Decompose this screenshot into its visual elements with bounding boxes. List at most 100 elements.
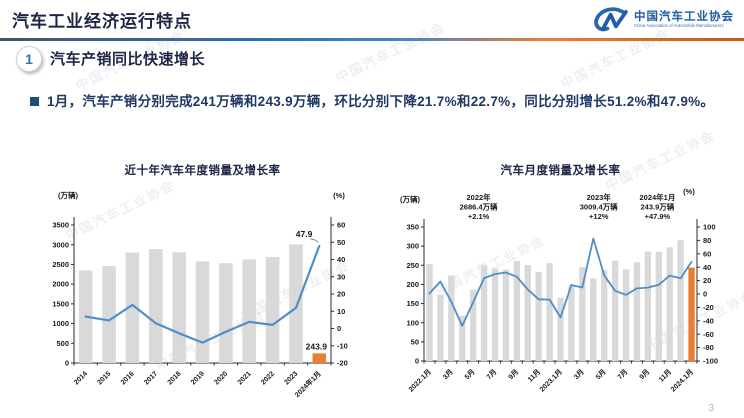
svg-text:2015: 2015 xyxy=(96,370,112,386)
bar xyxy=(557,297,564,361)
bar xyxy=(644,251,652,361)
bar xyxy=(524,265,531,361)
svg-text:-80: -80 xyxy=(703,343,714,352)
bar xyxy=(677,240,684,361)
svg-text:100: 100 xyxy=(406,318,419,327)
svg-text:3月: 3月 xyxy=(441,368,454,381)
bar xyxy=(459,315,466,361)
bar xyxy=(535,271,542,361)
svg-text:9月: 9月 xyxy=(638,368,651,381)
bar xyxy=(195,261,210,363)
bars xyxy=(426,240,695,361)
annotation: 2023年 3009.4万辆+12% xyxy=(580,192,618,221)
bar xyxy=(172,252,186,363)
svg-text:-20: -20 xyxy=(703,303,714,312)
svg-text:30: 30 xyxy=(337,272,345,281)
svg-text:2017: 2017 xyxy=(143,370,159,386)
svg-text:1500: 1500 xyxy=(52,299,69,308)
annual-chart-svg: 近十年汽车年度销量及增长率 (万辆) (%) 0 500 1000 1500 2000 2500… xyxy=(52,163,348,399)
growth-line xyxy=(84,244,321,344)
bar xyxy=(437,294,444,361)
bar xyxy=(148,249,163,363)
svg-text:2020: 2020 xyxy=(213,370,229,386)
bar xyxy=(289,244,303,363)
svg-text:2021: 2021 xyxy=(237,370,253,386)
svg-text:0: 0 xyxy=(703,290,707,299)
svg-text:2023.1月: 2023.1月 xyxy=(538,368,564,394)
bar xyxy=(633,262,641,361)
bar xyxy=(426,264,433,361)
bar xyxy=(219,263,233,363)
svg-text:500: 500 xyxy=(56,339,69,348)
svg-text:40: 40 xyxy=(703,263,711,272)
svg-text:-100: -100 xyxy=(703,357,718,366)
svg-text:80: 80 xyxy=(703,236,711,245)
chart-title: 近十年汽车年度销量及增长率 xyxy=(125,163,281,177)
svg-text:2022: 2022 xyxy=(260,370,276,386)
bullet-row: 1月，汽车产销分别完成241万辆和243.9万辆，环比分别下降21.7%和22.… xyxy=(30,90,718,114)
svg-text:60: 60 xyxy=(703,249,711,258)
svg-text:7月: 7月 xyxy=(616,368,629,381)
bar xyxy=(448,275,455,361)
header-divider xyxy=(0,38,744,41)
svg-text:350: 350 xyxy=(406,223,419,232)
bar xyxy=(655,251,662,361)
bar xyxy=(491,268,499,361)
svg-text:50: 50 xyxy=(411,337,419,346)
bar xyxy=(469,289,477,361)
svg-text:7月: 7月 xyxy=(485,368,498,381)
svg-text:0: 0 xyxy=(337,324,341,333)
svg-text:0: 0 xyxy=(415,357,419,366)
svg-text:-20: -20 xyxy=(337,359,348,368)
svg-text:1000: 1000 xyxy=(52,319,69,328)
caam-logo-text: 中国汽车工业协会 China Association of Automobile… xyxy=(634,11,734,29)
svg-text:20: 20 xyxy=(703,276,711,285)
svg-text:11月: 11月 xyxy=(657,368,673,384)
svg-text:2018: 2018 xyxy=(167,370,183,386)
bar xyxy=(590,278,597,361)
bullet-text: 1月，汽车产销分别完成241万辆和243.9万辆，环比分别下降21.7%和22.… xyxy=(47,94,715,109)
monthly-chart-svg: 汽车月度销量及增长率(万辆)(%)050100150200250300350-1… xyxy=(400,163,718,394)
svg-text:100: 100 xyxy=(703,223,716,232)
bar xyxy=(611,260,619,361)
caam-logo: 中国汽车工业协会 China Association of Automobile… xyxy=(593,6,734,34)
page-title: 汽车工业经济运行特点 xyxy=(12,12,192,31)
right-axis-title: (%) xyxy=(333,191,345,200)
svg-text:-10: -10 xyxy=(337,341,348,350)
svg-text:3500: 3500 xyxy=(52,221,69,230)
bar xyxy=(601,269,608,361)
section-number-badge: 1 xyxy=(16,46,42,72)
svg-text:9月: 9月 xyxy=(507,368,520,381)
axis-tick-labels: 0 500 1000 1500 2000 2500 3000 3500 -20 -10 0 10 20 3… xyxy=(52,221,348,368)
annotation: 2024年1月 243.9万辆+47.9% xyxy=(639,192,675,221)
x-axis-labels: 2014 2015 2016 2017 2018 2019 2020 2021 2022 2023… xyxy=(73,369,323,399)
svg-text:2019: 2019 xyxy=(190,370,206,386)
annotation: 2022年 2686.4万辆+2.1% xyxy=(460,192,498,221)
left-axis-title: (万辆) xyxy=(58,190,78,200)
bar-end-label: 243.9 xyxy=(306,341,328,351)
svg-text:2500: 2500 xyxy=(52,260,69,269)
growth-line xyxy=(428,237,693,327)
logo-name-cn: 中国汽车工业协会 xyxy=(634,11,734,24)
label-leader-line xyxy=(310,238,319,244)
svg-text:60: 60 xyxy=(337,221,345,230)
svg-text:11月: 11月 xyxy=(526,368,542,384)
watermark-text: 中国汽车工业协会 xyxy=(333,19,448,86)
bar xyxy=(622,269,630,361)
svg-text:2023: 2023 xyxy=(283,370,299,386)
svg-text:-40: -40 xyxy=(703,316,714,325)
bar xyxy=(513,261,520,361)
annotations: 2022年 2686.4万辆+2.1% 2023年 3009.4万辆+12% 2024年… xyxy=(460,192,676,221)
svg-text:20: 20 xyxy=(337,290,345,299)
bar xyxy=(480,265,488,361)
bar xyxy=(546,263,553,361)
right-axis-title: (%) xyxy=(683,187,695,196)
annual-sales-chart: 近十年汽车年度销量及增长率 (万辆) (%) 0 500 1000 1500 2000 2500… xyxy=(26,158,371,418)
caam-logo-icon xyxy=(594,7,628,32)
svg-text:200: 200 xyxy=(406,280,419,289)
bar xyxy=(242,259,257,363)
logo-name-en: China Association of Automobile Manufact… xyxy=(634,22,724,28)
svg-text:2000: 2000 xyxy=(52,280,69,289)
